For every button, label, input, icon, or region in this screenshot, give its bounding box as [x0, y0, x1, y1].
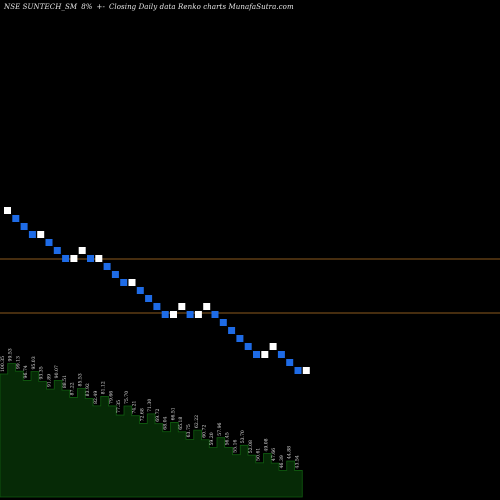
- volume-value-label: 43.54: [295, 455, 301, 468]
- renko-brick-up: [302, 367, 310, 374]
- renko-brick-up: [269, 343, 277, 350]
- renko-brick-down: [12, 215, 20, 222]
- description-label: Closing Daily data Renko charts MunafaSu…: [108, 3, 294, 11]
- renko-brick-down: [111, 271, 119, 278]
- volume-value-label: 44.88: [287, 446, 293, 459]
- volume-value-label: 96.74: [23, 365, 29, 378]
- volume-value-label: 50.61: [256, 448, 262, 461]
- volume-value-label: 75.70: [124, 391, 130, 404]
- renko-brick-down: [145, 295, 153, 302]
- volume-value-label: 65.18: [178, 417, 184, 430]
- renko-brick-down: [153, 303, 161, 310]
- renko-brick-down: [253, 351, 260, 358]
- renko-brick-down: [120, 279, 128, 286]
- renko-brick-down: [236, 335, 244, 342]
- renko-brick-down: [20, 223, 28, 230]
- renko-brick-up: [4, 207, 11, 214]
- renko-brick-up: [78, 247, 86, 254]
- volume-value-label: 95.03: [31, 356, 37, 369]
- renko-brick-down: [186, 311, 194, 318]
- renko-brick-down: [286, 359, 294, 366]
- volume-value-label: 60.72: [202, 425, 208, 438]
- renko-brick-up: [261, 351, 269, 358]
- renko-brick-down: [45, 239, 53, 246]
- volume-value-label: 55.16: [233, 439, 239, 452]
- volume-value-label: 79.66: [109, 391, 115, 404]
- volume-value-label: 88.51: [62, 375, 68, 388]
- volume-area: [0, 363, 303, 498]
- renko-brick-down: [53, 247, 61, 254]
- renko-brick-up: [178, 303, 186, 310]
- volume-value-label: 53.70: [240, 430, 246, 443]
- renko-brick-up: [70, 255, 78, 262]
- renko-brick-down: [87, 255, 94, 262]
- volume-value-label: 99.53: [8, 348, 14, 361]
- volume-value-label: 81.12: [101, 381, 107, 394]
- volume-value-label: 52.08: [248, 440, 254, 453]
- volume-value-label: 100.35: [0, 356, 6, 372]
- symbol-label: NSE SUNTECH_SM: [4, 3, 78, 11]
- renko-brick-up: [203, 303, 211, 310]
- volume-value-label: 74.21: [132, 400, 138, 413]
- volume-value-label: 69.72: [155, 408, 161, 421]
- renko-brick-down: [62, 255, 70, 262]
- volume-value-label: 46.39: [279, 455, 285, 468]
- volume-value-label: 49.08: [264, 438, 270, 451]
- volume-value-label: 57.96: [217, 422, 223, 435]
- volume-value-label: 90.07: [54, 365, 60, 378]
- change-label: 8%: [81, 3, 93, 11]
- renko-brick-up: [194, 311, 202, 318]
- volume-value-label: 68.04: [163, 416, 169, 429]
- volume-value-label: 56.45: [225, 432, 231, 445]
- renko-brick-down: [28, 231, 36, 238]
- volume-value-label: 87.22: [70, 382, 76, 395]
- renko-brick-down: [228, 327, 236, 334]
- sign-label: +-: [96, 3, 105, 11]
- volume-value-label: 63.75: [186, 424, 192, 437]
- volume-value-label: 72.68: [140, 408, 146, 421]
- renko-brick-down: [277, 351, 285, 358]
- renko-brick-down: [294, 367, 302, 374]
- renko-brick-up: [170, 311, 177, 318]
- volume-value-label: 66.51: [171, 407, 177, 420]
- renko-brick-up: [128, 279, 136, 286]
- volume-value-label: 71.30: [147, 399, 153, 412]
- volume-value-label: 83.92: [85, 383, 91, 396]
- volume-value-label: 77.35: [116, 400, 122, 413]
- volume-value-label: 47.66: [271, 448, 277, 461]
- volume-value-label: 62.22: [194, 415, 200, 428]
- renko-brick-down: [136, 287, 144, 294]
- chart-title: NSE SUNTECH_SM 8% +- Closing Daily data Ren…: [4, 3, 298, 11]
- renko-brick-down: [161, 311, 169, 318]
- renko-brick-down: [219, 319, 227, 326]
- renko-brick-down: [103, 263, 111, 270]
- renko-brick-up: [95, 255, 103, 262]
- renko-brick-down: [244, 343, 252, 350]
- renko-brick-up: [37, 231, 45, 238]
- volume-value-label: 99.13: [16, 356, 22, 369]
- volume-value-label: 82.49: [93, 391, 99, 404]
- volume-value-label: 93.35: [39, 366, 45, 379]
- volume-value-label: 85.53: [78, 373, 84, 386]
- volume-value-label: 59.20: [209, 432, 215, 445]
- renko-brick-down: [211, 311, 219, 318]
- volume-value-label: 91.89: [47, 374, 53, 387]
